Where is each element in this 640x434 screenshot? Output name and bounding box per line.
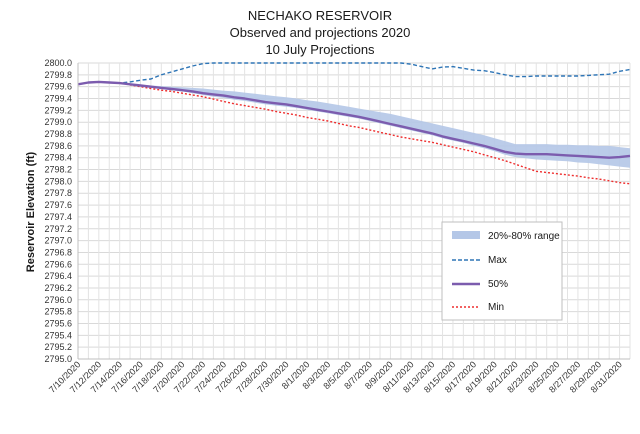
legend-label-min: Min: [488, 302, 504, 313]
chart-title-line-2: Observed and projections 2020: [229, 25, 411, 40]
y-tick-label: 2798.0: [44, 176, 72, 186]
y-tick-label: 2800.0: [44, 58, 72, 68]
y-tick-label: 2795.8: [44, 307, 72, 317]
y-tick-label: 2796.6: [44, 259, 72, 269]
y-tick-label: 2795.0: [44, 354, 72, 364]
y-tick-label: 2796.2: [44, 283, 72, 293]
series-line-layer: [77, 62, 631, 185]
y-tick-label: 2796.0: [44, 295, 72, 305]
range-band-layer: [78, 81, 630, 168]
y-axis-label: Reservoir Elevation (ft): [25, 151, 37, 272]
chart-title-line-3: 10 July Projections: [265, 42, 375, 57]
x-tick-labels: 7/10/20207/12/20207/14/20207/16/20207/18…: [47, 359, 624, 394]
y-tick-label: 2797.4: [44, 212, 72, 222]
series-min-line: [77, 81, 631, 185]
y-tick-label: 2798.4: [44, 153, 72, 163]
legend-label-range: 20%-80% range: [488, 231, 560, 242]
y-tick-label: 2795.4: [44, 330, 72, 340]
y-tick-label: 2798.6: [44, 141, 72, 151]
y-tick-label: 2797.8: [44, 188, 72, 198]
legend-label-max: Max: [488, 255, 507, 266]
y-tick-label: 2799.8: [44, 70, 72, 80]
y-tick-label: 2796.4: [44, 271, 72, 281]
legend-label-median: 50%: [488, 279, 508, 290]
legend: 20%-80% range Max 50% Min: [441, 221, 563, 321]
y-tick-label: 2798.8: [44, 129, 72, 139]
y-tick-label: 2795.2: [44, 342, 72, 352]
y-tick-label: 2795.6: [44, 318, 72, 328]
y-tick-label: 2799.6: [44, 82, 72, 92]
y-tick-label: 2798.2: [44, 165, 72, 175]
series-range-band: [78, 81, 630, 168]
series-median-line: [77, 80, 631, 159]
legend-swatch-range: [452, 231, 480, 239]
axes: [77, 63, 630, 360]
y-tick-label: 2799.0: [44, 117, 72, 127]
y-tick-label: 2797.0: [44, 236, 72, 246]
y-tick-label: 2796.8: [44, 247, 72, 257]
y-tick-label: 2797.2: [44, 224, 72, 234]
y-tick-label: 2797.6: [44, 200, 72, 210]
y-tick-label: 2799.2: [44, 105, 72, 115]
chart-title-line-1: NECHAKO RESERVOIR: [247, 8, 393, 23]
series-max-line: [77, 62, 631, 85]
y-tick-label: 2799.4: [44, 94, 72, 104]
